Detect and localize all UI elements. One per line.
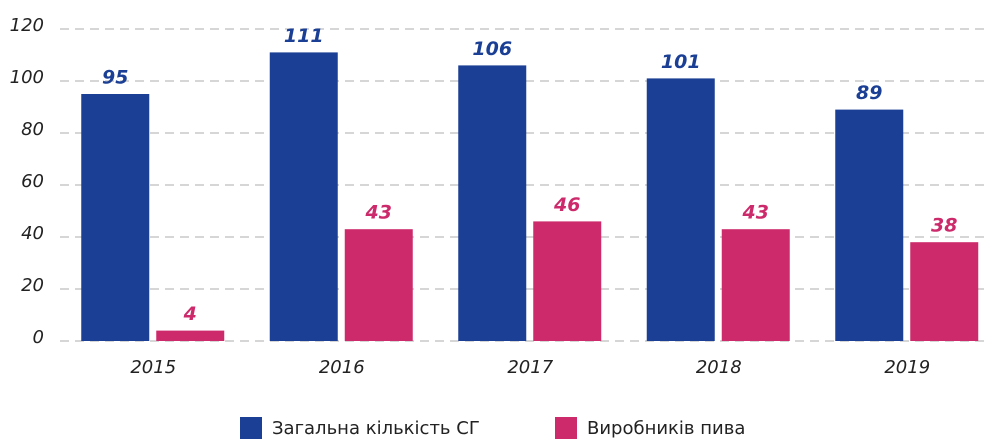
y-tick-label: 20 (21, 275, 44, 296)
legend-label: Виробників пива (587, 418, 745, 439)
bar (533, 221, 602, 341)
value-label: 95 (102, 67, 128, 89)
value-label: 46 (553, 194, 580, 216)
bar (344, 229, 413, 341)
y-tick-label: 120 (10, 15, 44, 36)
legend-swatch (555, 417, 577, 439)
bar (458, 65, 527, 342)
legend-label: Загальна кількість СГ (272, 418, 480, 439)
bar (910, 242, 979, 341)
value-label: 43 (365, 202, 392, 224)
x-tick-label: 2019 (884, 357, 930, 378)
x-tick-label: 2015 (130, 357, 176, 378)
legend-swatch (240, 417, 262, 439)
value-label: 38 (931, 215, 957, 237)
value-label: 4 (183, 303, 197, 325)
y-tick-label: 80 (21, 119, 44, 140)
bar (646, 78, 715, 342)
x-tick-label: 2016 (319, 357, 365, 378)
value-label: 101 (661, 51, 701, 73)
bar (721, 229, 790, 341)
x-tick-label: 2018 (696, 357, 742, 378)
y-tick-label: 100 (10, 67, 44, 88)
bar (156, 330, 225, 341)
x-tick-label: 2017 (507, 357, 553, 378)
value-label: 89 (856, 82, 882, 104)
value-label: 43 (742, 202, 769, 224)
bar (81, 94, 150, 341)
y-tick-label: 40 (21, 223, 44, 244)
value-label: 111 (284, 25, 324, 47)
value-label: 106 (472, 38, 512, 60)
bar (835, 109, 904, 341)
y-tick-label: 60 (21, 171, 44, 192)
y-tick-label: 0 (33, 327, 44, 348)
bar (269, 52, 338, 342)
